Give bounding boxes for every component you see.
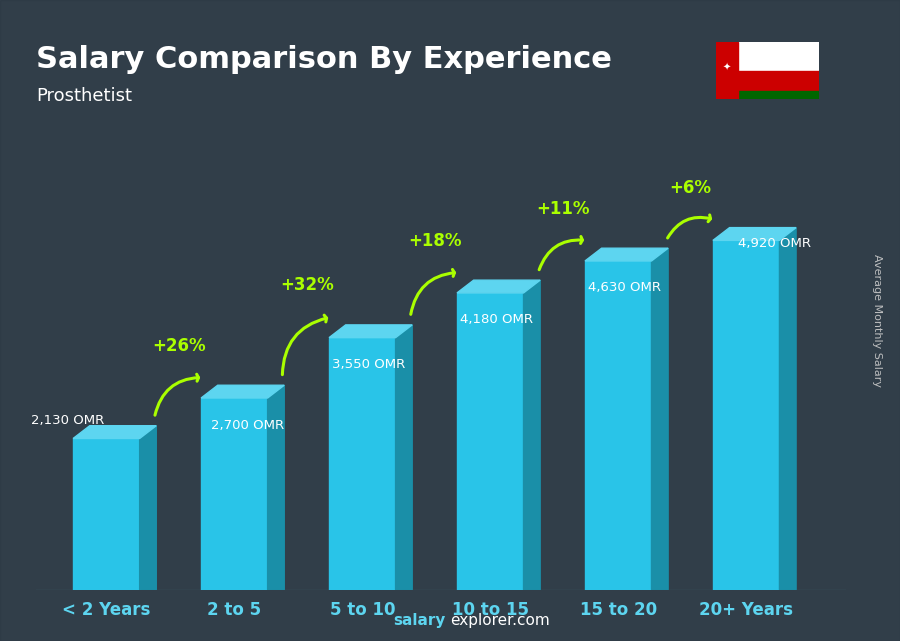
Text: Prosthetist: Prosthetist bbox=[36, 87, 132, 104]
Text: Salary Comparison By Experience: Salary Comparison By Experience bbox=[36, 45, 612, 74]
Text: 4,180 OMR: 4,180 OMR bbox=[460, 313, 533, 326]
Polygon shape bbox=[457, 280, 540, 293]
Text: +11%: +11% bbox=[536, 199, 590, 218]
Polygon shape bbox=[457, 293, 524, 590]
Polygon shape bbox=[73, 426, 157, 438]
Text: 2,700 OMR: 2,700 OMR bbox=[211, 419, 284, 432]
Polygon shape bbox=[140, 426, 157, 590]
Text: explorer.com: explorer.com bbox=[450, 613, 550, 628]
Polygon shape bbox=[652, 248, 668, 590]
Polygon shape bbox=[201, 398, 267, 590]
Polygon shape bbox=[713, 228, 796, 240]
Polygon shape bbox=[329, 338, 396, 590]
Text: +26%: +26% bbox=[152, 337, 205, 354]
Text: Average Monthly Salary: Average Monthly Salary bbox=[872, 254, 883, 387]
Polygon shape bbox=[779, 228, 796, 590]
Polygon shape bbox=[585, 248, 668, 261]
Text: 3,550 OMR: 3,550 OMR bbox=[332, 358, 405, 370]
Text: +6%: +6% bbox=[670, 179, 712, 197]
Text: 2,130 OMR: 2,130 OMR bbox=[32, 413, 104, 427]
Polygon shape bbox=[267, 385, 284, 590]
Polygon shape bbox=[73, 438, 140, 590]
Text: salary: salary bbox=[393, 613, 446, 628]
Polygon shape bbox=[329, 325, 412, 338]
Polygon shape bbox=[713, 240, 779, 590]
Polygon shape bbox=[524, 280, 540, 590]
Bar bbox=[738, 42, 819, 71]
Text: ✦: ✦ bbox=[723, 63, 731, 72]
Polygon shape bbox=[201, 385, 284, 398]
Polygon shape bbox=[396, 325, 412, 590]
Text: 4,920 OMR: 4,920 OMR bbox=[738, 237, 811, 250]
Bar bbox=[738, 71, 819, 90]
Polygon shape bbox=[585, 261, 652, 590]
Text: 4,630 OMR: 4,630 OMR bbox=[588, 281, 662, 294]
Bar bbox=[738, 90, 819, 99]
Text: +18%: +18% bbox=[408, 231, 462, 249]
Text: +32%: +32% bbox=[280, 276, 334, 294]
Bar bbox=[716, 42, 738, 99]
